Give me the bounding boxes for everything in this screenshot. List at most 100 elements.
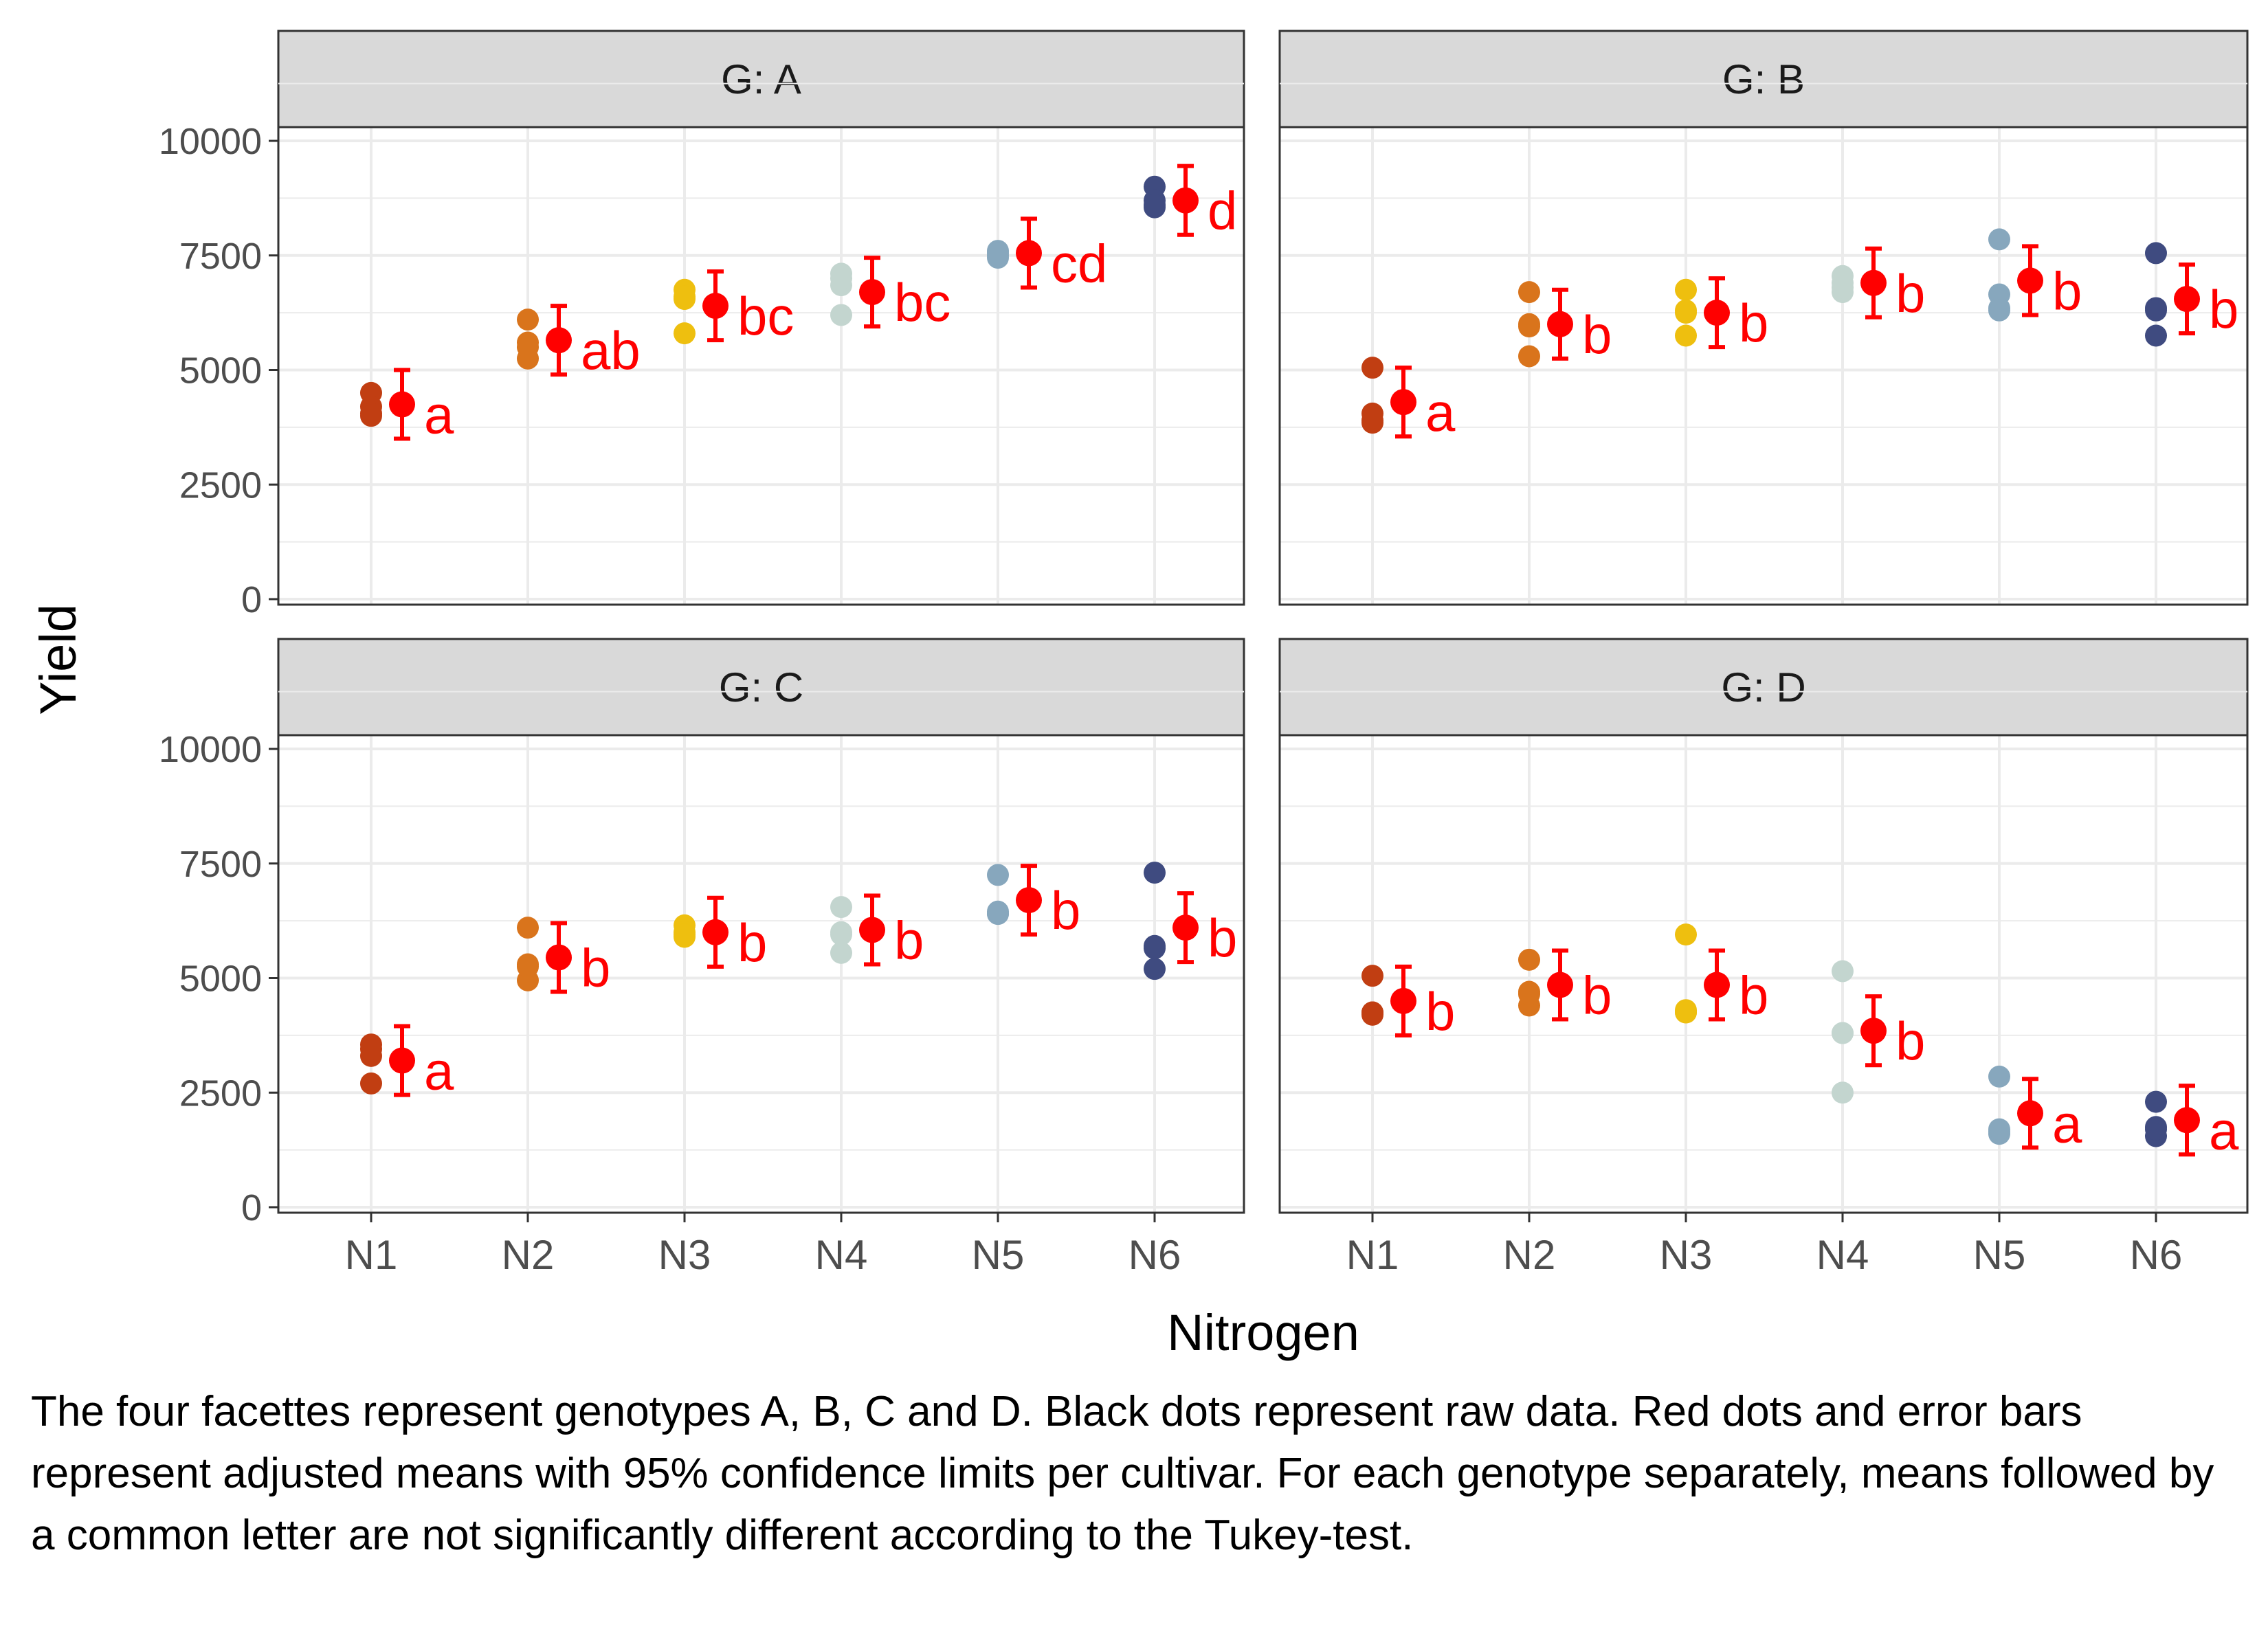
- facet-strip-label: G: C: [719, 664, 803, 710]
- raw-point: [1675, 923, 1697, 946]
- mean-point: [1390, 389, 1416, 416]
- significance-letter: b: [1739, 293, 1768, 353]
- significance-letter: bc: [894, 272, 950, 333]
- significance-letter: ab: [581, 320, 641, 381]
- significance-letter: b: [1739, 965, 1768, 1026]
- significance-letter: b: [1582, 304, 1612, 365]
- panel-background: [1280, 127, 2247, 605]
- y-tick-label: 5000: [179, 350, 262, 392]
- raw-point: [830, 941, 852, 964]
- x-tick-label: N5: [972, 1232, 1025, 1278]
- raw-point: [1361, 357, 1383, 379]
- significance-letter: bc: [737, 286, 794, 346]
- raw-point: [1144, 862, 1166, 884]
- facet-panel: G: B a b b b b b: [1278, 30, 2249, 606]
- y-tick-label: 0: [241, 1187, 262, 1229]
- mean-point: [2174, 1107, 2200, 1134]
- mean-point: [1172, 915, 1199, 941]
- x-tick-label: N4: [815, 1232, 868, 1278]
- facet-strip: [1278, 638, 2249, 737]
- mean-point: [1390, 987, 1416, 1014]
- x-tick-label: N6: [1129, 1232, 1181, 1278]
- mean-point: [2017, 1100, 2043, 1127]
- raw-point: [1675, 302, 1697, 324]
- panel-background: [278, 127, 1244, 605]
- raw-point: [674, 322, 696, 345]
- raw-point: [1832, 960, 1854, 983]
- raw-point: [1832, 1022, 1854, 1044]
- raw-point: [1144, 958, 1166, 980]
- facet-strip-label: G: A: [721, 56, 801, 102]
- facet-strip-label: G: D: [1721, 664, 1805, 710]
- raw-point: [1518, 281, 1540, 304]
- raw-point: [987, 242, 1009, 265]
- mean-point: [1016, 240, 1042, 267]
- y-tick-label: 7500: [179, 236, 262, 277]
- significance-letter: b: [737, 912, 767, 973]
- significance-letter: b: [1208, 908, 1237, 968]
- raw-point: [2145, 324, 2167, 347]
- significance-letter: b: [2209, 279, 2238, 339]
- raw-point: [1361, 1001, 1383, 1024]
- raw-point: [1832, 276, 1854, 299]
- mean-point: [546, 944, 572, 971]
- mean-point: [1704, 972, 1730, 998]
- significance-letter: d: [1208, 181, 1237, 241]
- raw-point: [1988, 299, 2010, 322]
- raw-point: [1144, 194, 1166, 216]
- x-tick-label: N3: [658, 1232, 711, 1278]
- significance-letter: a: [424, 385, 454, 445]
- raw-point: [1832, 1081, 1854, 1104]
- y-tick-label: 0: [241, 579, 262, 620]
- raw-point: [987, 903, 1009, 926]
- raw-point: [830, 921, 852, 943]
- raw-point: [517, 309, 539, 331]
- raw-point: [2145, 299, 2167, 322]
- significance-letter: b: [1425, 981, 1455, 1042]
- significance-letter: b: [1895, 263, 1925, 324]
- significance-letter: a: [1425, 382, 1456, 442]
- y-tick-label: 10000: [159, 729, 262, 770]
- x-tick-label: N6: [2130, 1232, 2183, 1278]
- raw-point: [1361, 965, 1383, 987]
- mean-point: [859, 279, 885, 306]
- raw-point: [1675, 1001, 1697, 1024]
- mean-point: [1704, 300, 1730, 326]
- figure-caption: The four facettes represent genotypes A,…: [31, 1388, 2214, 1559]
- panel-border: [277, 734, 1245, 1214]
- mean-point: [859, 917, 885, 943]
- x-tick-label: N4: [1816, 1232, 1869, 1278]
- raw-point: [830, 896, 852, 919]
- facet-strip-label: G: B: [1722, 56, 1805, 102]
- facet-panel: G: D b b b b a a N1 N2 N3 N4 N5 N6: [1278, 638, 2249, 1278]
- raw-point: [1361, 409, 1383, 431]
- y-tick-label: 10000: [159, 121, 262, 162]
- mean-point: [389, 1047, 415, 1074]
- significance-letter: a: [2052, 1093, 2082, 1154]
- mean-point: [1547, 972, 1573, 998]
- raw-point: [830, 267, 852, 290]
- mean-point: [389, 391, 415, 418]
- facet-panel: G: C a b b b b b 0 2500 5000 7500 10000 N1 N2 N3 N4 N5 N6: [159, 638, 1245, 1278]
- raw-point: [1518, 315, 1540, 338]
- y-axis-title: Yield: [30, 604, 87, 715]
- x-tick-label: N2: [1503, 1232, 1556, 1278]
- mean-point: [546, 327, 572, 354]
- x-tick-label: N2: [502, 1232, 555, 1278]
- significance-letter: b: [2052, 260, 2082, 321]
- raw-point: [1675, 324, 1697, 347]
- facet-panel: G: A a ab bc bc cd d 0 2500 5000 7500 10000: [159, 30, 1245, 620]
- panel-border: [1278, 126, 2249, 606]
- raw-point: [517, 955, 539, 978]
- significance-letter: a: [2209, 1100, 2239, 1160]
- raw-point: [2145, 242, 2167, 265]
- x-axis-title: Nitrogen: [1167, 1304, 1359, 1361]
- panel-background: [278, 735, 1244, 1213]
- raw-point: [1518, 983, 1540, 1005]
- mean-point: [1172, 187, 1199, 214]
- raw-point: [1988, 1118, 2010, 1141]
- raw-point: [517, 336, 539, 359]
- y-tick-label: 7500: [179, 844, 262, 885]
